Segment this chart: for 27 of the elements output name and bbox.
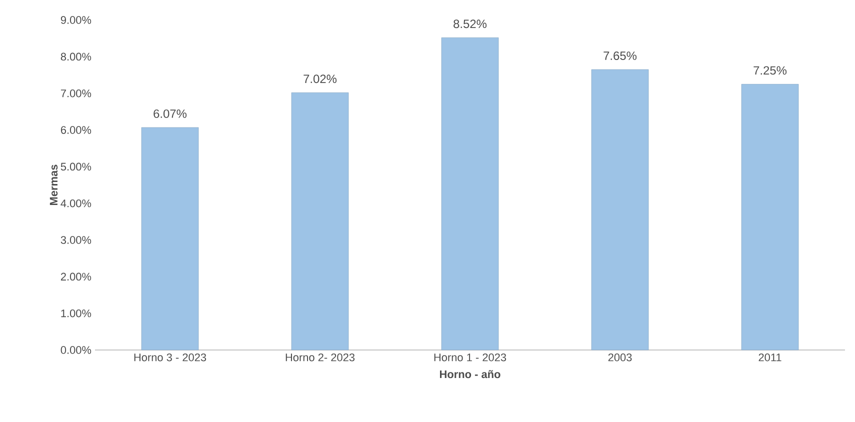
x-axis-title: Horno - año [440,370,500,378]
data-label: 7.02% [304,74,337,84]
x-tick-label: Horno 2- 2023 [286,354,355,362]
y-tick-label: 0.00% [60,346,92,354]
y-tick-label: 5.00% [60,162,92,171]
x-tick-label: Horno 1 - 2023 [434,354,506,362]
y-tick-label: 3.00% [60,236,92,244]
y-tick-label: 9.00% [60,16,92,24]
bar [591,69,649,350]
y-tick-label: 4.00% [60,199,92,208]
bar [291,92,349,350]
data-label: 6.07% [154,109,187,118]
y-tick-label: 2.00% [60,272,92,281]
bar [441,37,499,350]
y-tick-label: 6.00% [60,126,92,134]
bar [141,127,199,350]
data-label: 8.52% [454,20,487,28]
bar [741,84,799,350]
x-tick-label: Horno 3 - 2023 [134,354,206,362]
x-tick-label: 2011 [758,354,782,362]
data-label: 7.25% [754,66,787,75]
data-label: 7.65% [604,52,637,60]
x-tick-label: 2003 [608,354,632,362]
y-tick-label: 1.00% [61,309,92,318]
y-tick-label: 7.00% [60,89,92,98]
y-axis-title: Mermas [50,164,58,205]
y-tick-label: 8.00% [60,52,92,61]
